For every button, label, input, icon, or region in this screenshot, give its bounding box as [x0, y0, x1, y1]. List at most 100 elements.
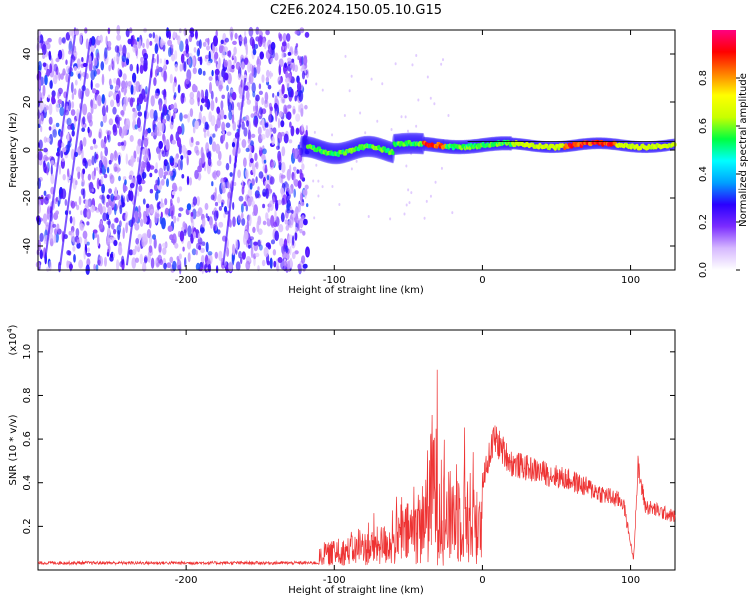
spectrogram-cell	[272, 93, 275, 98]
spectrogram-cell	[281, 84, 285, 95]
spectrogram-cell	[271, 162, 275, 167]
spectrogram-cell	[43, 136, 48, 143]
spectrogram-cell	[214, 187, 217, 197]
spectrogram-cell	[40, 125, 43, 133]
spectrogram-cell	[106, 252, 110, 257]
spectrogram-cell	[131, 257, 137, 269]
spectrogram-cell	[262, 126, 266, 131]
spectrogram-cell	[154, 126, 160, 136]
spectrogram-cell	[253, 43, 259, 50]
spectrogram-cell	[174, 63, 179, 72]
spectrogram-cell	[265, 76, 270, 83]
spectrogram-cell	[425, 199, 428, 203]
spectrogram-cell	[429, 96, 432, 100]
spectrogram-cell	[214, 201, 219, 207]
spectrogram-cell	[87, 159, 92, 167]
spectrogram-cell	[218, 250, 223, 262]
spectrogram-cell	[160, 41, 166, 46]
spectrogram-cell	[245, 90, 250, 101]
spectrogram-cell	[221, 121, 226, 132]
spectrogram-cell	[47, 193, 52, 200]
spectrogram-cell	[206, 151, 211, 159]
spectrogram-cell	[249, 158, 254, 164]
spectrogram-streak	[44, 34, 77, 259]
spectrogram-cell	[172, 233, 177, 246]
spectrogram-cell	[180, 159, 183, 171]
spectrogram-cell	[223, 72, 229, 81]
spectrogram-cell	[180, 93, 185, 104]
spectrogram-cell	[215, 265, 219, 274]
spectrogram-cell	[200, 98, 205, 104]
spectrogram-cell	[110, 63, 113, 68]
spectrogram-cell	[129, 190, 134, 202]
spectrogram-cell	[172, 31, 176, 39]
spectrogram-cell	[154, 211, 158, 224]
spectrogram-cell	[94, 151, 97, 164]
spectrogram-cell	[251, 65, 254, 77]
colorbar-ticks: 0.0 0.2 0.4 0.6 0.8	[698, 70, 740, 278]
spectrogram-cell	[127, 97, 131, 103]
spectrogram-cell	[102, 212, 108, 222]
spectrogram-cell	[76, 239, 80, 244]
spectrogram-cell	[49, 233, 54, 242]
spectrogram-cell	[294, 227, 298, 234]
spectrogram-cell	[277, 257, 283, 263]
spectrogram-cell	[312, 179, 315, 183]
spectrogram-cell	[229, 172, 233, 177]
spectrogram-cell	[285, 183, 290, 192]
spectrogram-cell	[179, 112, 183, 122]
spectrogram-cell	[277, 117, 281, 129]
spectrogram-cell	[150, 95, 155, 107]
spectrogram-cell	[270, 57, 274, 64]
spectrogram-cell	[184, 257, 187, 268]
spectrogram-cell	[86, 112, 92, 122]
snr-y-label: SNR (10 * v/v)	[8, 414, 19, 485]
spectrogram-cell	[93, 144, 98, 149]
spectrogram-cell	[331, 185, 334, 189]
spectrogram-cell	[82, 136, 87, 147]
spectrogram-cell	[298, 147, 303, 156]
spectrogram-cell	[113, 150, 118, 161]
spectrogram-cell	[121, 87, 124, 93]
spectrogram-cell	[196, 49, 200, 57]
spectrogram-cell	[304, 104, 308, 110]
spectrogram-cell	[269, 113, 272, 124]
y-tick-label: -20	[22, 190, 33, 206]
spectrogram-cell	[208, 76, 213, 81]
spectrogram-cell	[123, 85, 127, 96]
spectrogram-cell	[350, 74, 353, 78]
spectrogram-cell	[261, 118, 265, 129]
spectrogram-cell	[429, 194, 432, 198]
spectrogram-cell	[190, 32, 195, 38]
spectrogram-cell	[134, 210, 139, 223]
spectrogram-cell	[155, 162, 158, 170]
spectrogram-cell	[122, 103, 126, 112]
spectrogram-cell	[171, 44, 174, 49]
spectrogram-cell	[266, 218, 270, 223]
spectrogram-cell	[86, 252, 92, 257]
spectrogram-cell	[304, 31, 310, 38]
spectrogram-cell	[76, 58, 81, 68]
spectrogram-cell	[129, 135, 134, 142]
snr-y-multiplier-exponent: 4	[6, 328, 14, 333]
spectrogram-cell	[134, 223, 140, 231]
spectrogram-cell	[47, 206, 51, 214]
spectrogram-cell	[146, 38, 150, 49]
spectrogram-cell	[283, 260, 288, 268]
spectrogram-cell	[298, 90, 304, 102]
spectrogram-cell	[229, 154, 232, 165]
spectrogram-cell	[117, 245, 123, 256]
spectrogram-cell	[123, 123, 129, 136]
spectrogram-cell	[236, 102, 241, 108]
spectrogram-cell	[258, 83, 262, 90]
spectrogram-cell	[289, 64, 293, 69]
spectrogram-cell	[189, 27, 195, 34]
spectrogram-cell	[282, 32, 287, 43]
spectrogram-cell	[157, 201, 160, 211]
spectrogram-cell	[192, 126, 196, 134]
spectrogram-cell	[243, 201, 247, 207]
spectrogram-cell	[73, 253, 76, 263]
spectrogram-cell	[241, 61, 245, 70]
spectrogram-cell	[265, 128, 270, 139]
spectrogram-cell	[177, 84, 181, 94]
